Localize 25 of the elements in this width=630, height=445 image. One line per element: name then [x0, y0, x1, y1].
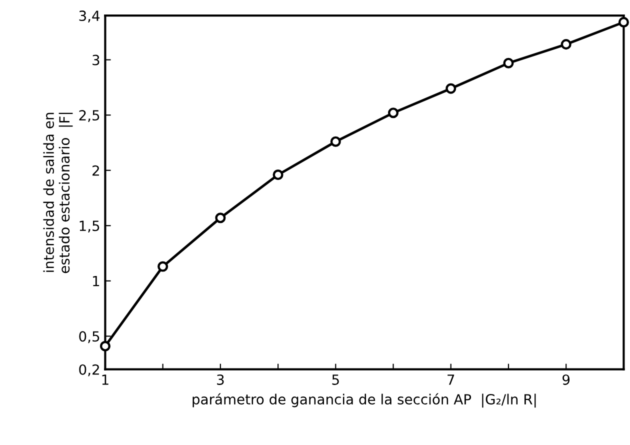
point [446, 83, 456, 94]
x-axis-title: parámetro de ganancia de la sección AP |G₂/ln R| [192, 393, 536, 408]
point [618, 16, 629, 28]
y-tick-label: 3 [92, 54, 100, 66]
y-tick-label: 0,2 [79, 364, 99, 376]
point [158, 261, 168, 272]
x-tick-label: 1 [102, 374, 108, 385]
y-axis-title: intensidad de salida en estado estacionario |F| [43, 112, 73, 274]
point [100, 340, 110, 352]
y-tick-label: 1 [93, 276, 100, 286]
point [560, 39, 572, 50]
y-tick-label: 3,4 [79, 10, 100, 22]
y-tick-label: 1,5 [80, 220, 100, 233]
y-tick-label: 0,5 [79, 331, 100, 344]
y-tick-label: 2 [92, 165, 99, 176]
x-tick-label: 3 [217, 374, 224, 385]
point [388, 108, 399, 118]
point [330, 136, 341, 147]
x-tick-label: 7 [448, 374, 454, 385]
point [215, 212, 226, 224]
point [272, 169, 284, 180]
point [503, 58, 514, 68]
x-tick-label: 9 [562, 374, 570, 385]
x-tick-label: 5 [332, 374, 339, 385]
y-tick-label: 2,5 [79, 110, 100, 122]
